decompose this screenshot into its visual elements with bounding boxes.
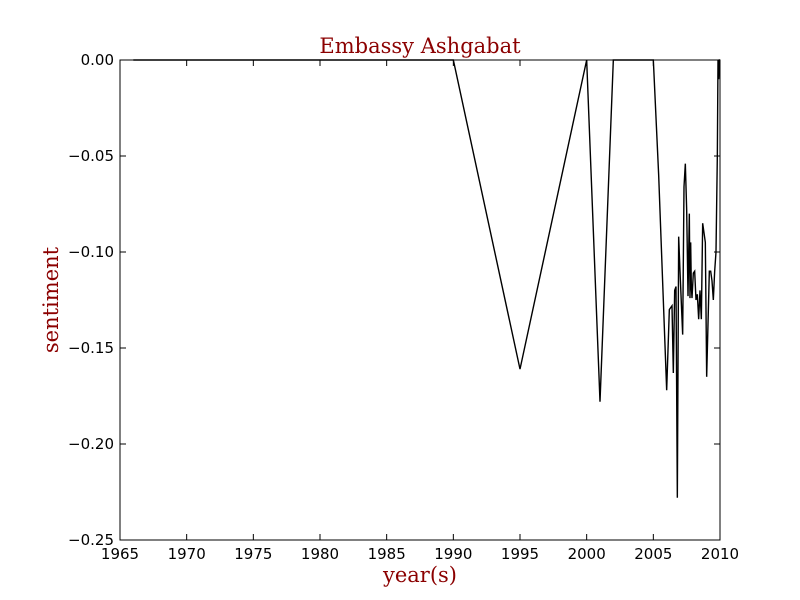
y-tick-label: −0.05 <box>68 147 114 165</box>
plot-frame <box>119 59 721 541</box>
x-tick-label: 1990 <box>434 545 472 563</box>
chart-title: Embassy Ashgabat <box>319 34 521 58</box>
y-tick-label: −0.25 <box>68 531 114 549</box>
x-tick-label: 1975 <box>234 545 272 563</box>
x-tick-label: 1965 <box>101 545 139 563</box>
y-tick-label: −0.20 <box>68 435 114 453</box>
plot-area <box>120 60 720 540</box>
x-tick-label: 2010 <box>701 545 739 563</box>
y-tick-label: −0.15 <box>68 339 114 357</box>
tick-labels: 1965 1970 1975 1980 1985 1990 1995 2000 2005 2010… <box>68 51 739 563</box>
x-tick-label: 1985 <box>368 545 406 563</box>
x-tick-label: 1970 <box>168 545 206 563</box>
x-tick-label: 2005 <box>634 545 672 563</box>
x-tick-label: 1980 <box>301 545 339 563</box>
y-tick-label: 0.00 <box>81 51 114 69</box>
y-axis-title: sentiment <box>39 246 63 353</box>
y-tick-label: −0.10 <box>68 243 114 261</box>
x-tick-label: 2000 <box>568 545 606 563</box>
series-line <box>133 59 721 498</box>
x-tick-label: 1995 <box>501 545 539 563</box>
x-axis-title: year(s) <box>382 563 457 587</box>
